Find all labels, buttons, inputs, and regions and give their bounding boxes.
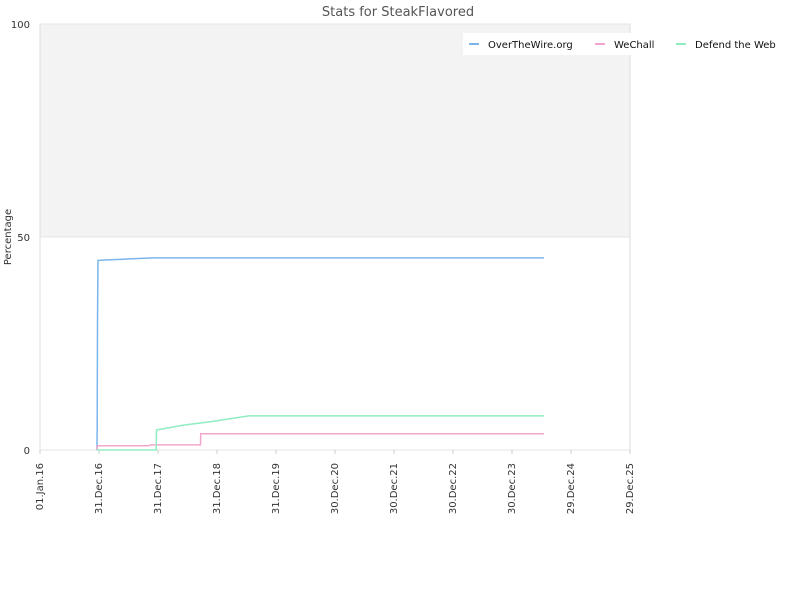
x-tick-label: 31.Dec.16	[94, 463, 105, 514]
series-lines	[96, 257, 544, 451]
x-axis-ticks: 01.Jan.16 31.Dec.16 31.Dec.17 31.Dec.18 31.D…	[35, 450, 636, 514]
series-line-0	[96, 257, 544, 451]
chart-title: Stats for SteakFlavored	[322, 5, 474, 20]
legend: OverTheWire.org WeChall Defend the Web	[463, 33, 783, 55]
x-tick-label: 01.Jan.16	[35, 463, 46, 510]
x-tick-label: 31.Dec.18	[212, 463, 223, 514]
y-axis-label: Percentage	[3, 209, 14, 265]
x-tick-label: 30.Dec.20	[330, 463, 341, 514]
x-tick-label: 29.Dec.24	[566, 463, 577, 514]
y-axis-ticks: 0 50 100	[11, 20, 30, 457]
legend-item[interactable]: OverTheWire.org	[488, 40, 573, 51]
x-tick-label: 30.Dec.21	[389, 463, 400, 514]
legend-item[interactable]: WeChall	[614, 40, 654, 51]
y-tick-label: 50	[17, 233, 30, 244]
x-tick-label: 29.Dec.25	[625, 463, 636, 514]
legend-background	[463, 33, 783, 55]
y-tick-label: 100	[11, 20, 30, 31]
plot-upper-band	[40, 24, 630, 237]
y-tick-label: 0	[24, 446, 30, 457]
series-line-1	[96, 433, 544, 451]
x-tick-label: 31.Dec.17	[153, 463, 164, 514]
x-tick-label: 31.Dec.19	[271, 463, 282, 514]
series-line-2	[96, 415, 544, 451]
x-tick-label: 30.Dec.22	[448, 463, 459, 514]
x-tick-label: 30.Dec.23	[507, 463, 518, 514]
legend-item[interactable]: Defend the Web	[695, 40, 776, 51]
